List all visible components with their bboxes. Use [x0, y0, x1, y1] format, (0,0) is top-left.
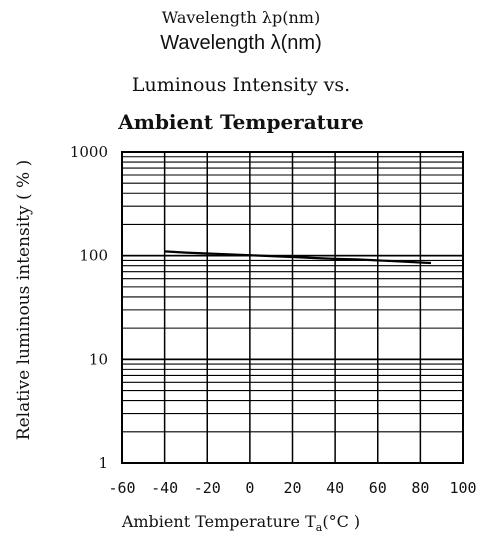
- y-tick-label: 100: [79, 247, 108, 265]
- header-wavelength-peak: Wavelength λp(nm): [161, 8, 321, 27]
- chart-title-line2: Ambient Temperature: [118, 110, 364, 134]
- header-wavelength: Wavelength λ(nm): [160, 32, 322, 54]
- chart-grid: [121, 151, 464, 464]
- x-tick-label: 60: [369, 479, 387, 497]
- x-tick-label: -20: [194, 479, 221, 497]
- x-tick-label: 20: [283, 479, 301, 497]
- x-tick-label: 100: [449, 479, 476, 497]
- tick-labels: -60 -40 -20 0 20 40 60 80 100 1 10 100 1000: [70, 143, 477, 497]
- x-tick-label: 40: [326, 479, 344, 497]
- x-tick-label: 0: [245, 479, 254, 497]
- plot-frame: [121, 151, 464, 464]
- x-tick-label: -40: [151, 479, 178, 497]
- x-axis-label: Ambient Temperature Ta(°C ): [0, 512, 482, 534]
- x-axis-label-suffix: (°C ): [322, 512, 361, 531]
- x-tick-label: -60: [108, 479, 135, 497]
- series-line: [164, 250, 432, 265]
- x-tick-label: 80: [411, 479, 429, 497]
- y-tick-label: 1: [98, 454, 108, 472]
- y-tick-label: 10: [89, 350, 108, 368]
- x-axis-label-prefix: Ambient Temperature T: [121, 512, 316, 531]
- x-axis-label-subscript: a: [315, 521, 323, 535]
- y-tick-label: 1000: [70, 143, 108, 161]
- chart-title-line1: Luminous Intensity vs.: [131, 74, 351, 96]
- data-series: [164, 250, 432, 265]
